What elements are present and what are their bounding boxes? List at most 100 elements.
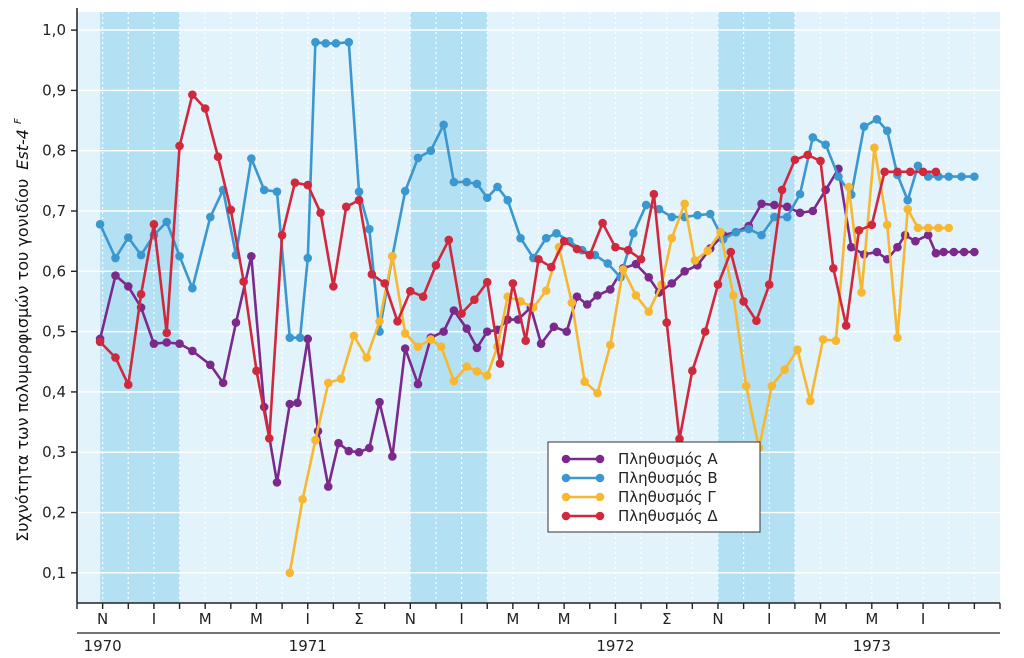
- data-point: [667, 212, 677, 222]
- data-point: [693, 210, 702, 220]
- data-point: [393, 317, 402, 326]
- series-layer: [95, 37, 979, 578]
- data-point: [200, 104, 210, 113]
- data-point: [175, 251, 184, 261]
- legend-entry: Πληθυσμός Γ: [561, 488, 716, 506]
- data-point: [970, 247, 979, 257]
- data-point: [123, 233, 133, 242]
- y-tick-label: 0,9: [42, 81, 66, 99]
- data-point: [162, 328, 172, 338]
- data-point: [818, 335, 828, 344]
- y-tick-label: 0,5: [42, 323, 66, 341]
- data-point: [959, 247, 969, 257]
- data-point: [247, 154, 256, 163]
- data-point: [534, 254, 543, 264]
- legend-label: Πληθυσμός Δ: [618, 507, 718, 525]
- data-point: [136, 250, 146, 260]
- data-point: [285, 333, 295, 342]
- data-point: [380, 279, 389, 288]
- data-point: [808, 133, 818, 142]
- data-point: [431, 260, 441, 270]
- data-point: [631, 291, 641, 300]
- data-point: [290, 178, 300, 187]
- month-label: Ι: [767, 610, 771, 628]
- data-point: [521, 336, 530, 345]
- data-point: [472, 343, 482, 353]
- data-point: [136, 289, 146, 299]
- data-point: [462, 362, 472, 371]
- data-point: [777, 185, 787, 195]
- data-point: [444, 235, 454, 245]
- data-point: [272, 478, 282, 487]
- data-point: [703, 246, 713, 256]
- data-point: [354, 187, 364, 197]
- y-tick-label: 0,6: [42, 262, 66, 280]
- legend-entry: Πληθυσμός Α: [561, 450, 718, 468]
- data-point: [516, 233, 525, 243]
- data-point: [782, 202, 792, 212]
- data-point: [690, 256, 700, 265]
- data-point: [226, 205, 236, 215]
- data-point: [618, 265, 628, 274]
- data-point: [831, 336, 841, 345]
- y-axis-title-gene: Est-4: [13, 129, 32, 170]
- data-point: [913, 223, 923, 233]
- data-point: [970, 172, 979, 181]
- data-point: [472, 367, 482, 376]
- data-point: [729, 291, 738, 300]
- data-point: [413, 342, 423, 351]
- data-point: [644, 307, 654, 317]
- year-label: 1973: [853, 637, 891, 655]
- data-point: [649, 189, 659, 199]
- data-point: [905, 167, 915, 177]
- data-point: [770, 200, 779, 210]
- data-point: [911, 236, 920, 246]
- data-point: [493, 182, 502, 192]
- series-2: [95, 37, 979, 342]
- data-point: [457, 309, 466, 318]
- data-point: [426, 335, 436, 344]
- series-3: [285, 143, 954, 578]
- month-label: Μ: [865, 610, 878, 628]
- data-point: [603, 259, 613, 268]
- data-point: [175, 141, 184, 151]
- data-point: [418, 292, 428, 301]
- data-point: [264, 434, 274, 443]
- data-point: [641, 200, 651, 210]
- data-point: [913, 161, 923, 171]
- data-point: [247, 251, 256, 261]
- data-point: [611, 242, 620, 252]
- legend-marker: [561, 473, 571, 483]
- data-point: [808, 206, 818, 216]
- data-point: [957, 172, 966, 181]
- data-point: [329, 282, 338, 291]
- data-point: [303, 334, 313, 344]
- data-point: [331, 39, 341, 48]
- data-point: [834, 172, 843, 181]
- data-point: [175, 339, 184, 348]
- month-label: Σ: [354, 610, 363, 628]
- data-point: [585, 250, 595, 260]
- data-point: [867, 220, 877, 230]
- month-label: Ι: [921, 610, 925, 628]
- data-point: [311, 37, 320, 47]
- data-point: [552, 229, 561, 238]
- data-point: [323, 482, 333, 491]
- data-point: [231, 318, 241, 327]
- month-label: Ι: [613, 610, 617, 628]
- legend-marker: [595, 492, 605, 502]
- data-point: [95, 219, 105, 229]
- data-point: [757, 230, 766, 240]
- data-point: [593, 291, 602, 300]
- data-point: [593, 388, 602, 398]
- data-point: [923, 223, 933, 233]
- month-label: Μ: [199, 610, 212, 628]
- data-point: [111, 271, 120, 280]
- data-point: [882, 220, 892, 230]
- data-point: [931, 167, 941, 177]
- data-point: [472, 179, 482, 189]
- data-point: [757, 199, 766, 209]
- data-point: [336, 374, 346, 383]
- data-point: [870, 143, 879, 152]
